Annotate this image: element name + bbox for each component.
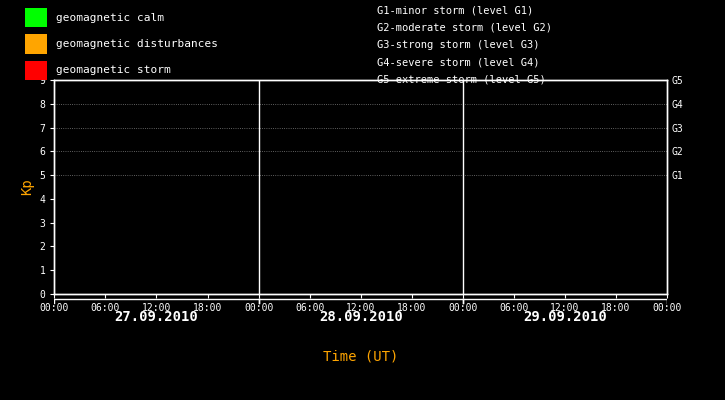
Text: G4-severe storm (level G4): G4-severe storm (level G4) <box>377 57 539 67</box>
Text: 27.09.2010: 27.09.2010 <box>115 310 199 324</box>
Bar <box>25 34 47 54</box>
Text: Time (UT): Time (UT) <box>323 349 398 363</box>
Text: 29.09.2010: 29.09.2010 <box>523 310 607 324</box>
Text: G3-strong storm (level G3): G3-strong storm (level G3) <box>377 40 539 50</box>
Bar <box>25 8 47 27</box>
Text: G1-minor storm (level G1): G1-minor storm (level G1) <box>377 6 534 16</box>
Y-axis label: Kp: Kp <box>20 179 34 195</box>
Bar <box>25 61 47 80</box>
Text: 28.09.2010: 28.09.2010 <box>319 310 402 324</box>
Text: geomagnetic calm: geomagnetic calm <box>56 13 164 22</box>
Text: G5-extreme storm (level G5): G5-extreme storm (level G5) <box>377 74 546 84</box>
Text: geomagnetic disturbances: geomagnetic disturbances <box>56 39 217 49</box>
Text: geomagnetic storm: geomagnetic storm <box>56 65 170 75</box>
Text: G2-moderate storm (level G2): G2-moderate storm (level G2) <box>377 23 552 33</box>
